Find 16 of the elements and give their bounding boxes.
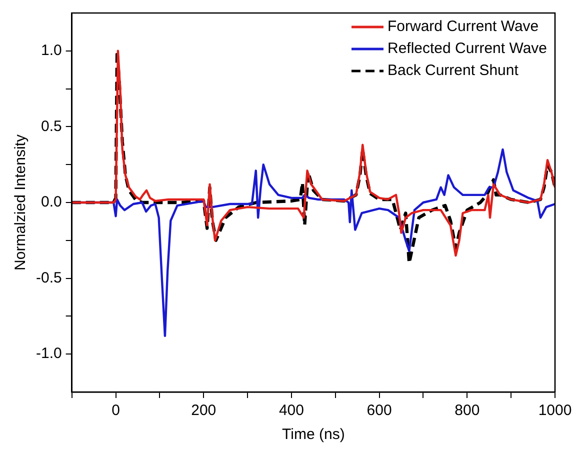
y-tick-label: 0.5 <box>40 118 62 135</box>
x-axis-title: Time (ns) <box>282 426 345 444</box>
legend-label: Reflected Current Wave <box>387 40 548 58</box>
y-axis-title: Normalzied Intensity <box>12 134 30 270</box>
x-tick-label: 800 <box>454 402 480 420</box>
y-tick-label: -1.0 <box>36 345 62 362</box>
x-tick-label: 600 <box>366 402 392 420</box>
x-tick-label: 1000 <box>538 402 572 420</box>
x-tick-label: 200 <box>191 402 216 420</box>
x-tick-label: 0 <box>112 402 120 420</box>
y-tick-label: 0.0 <box>40 194 62 211</box>
x-tick-label: 400 <box>278 402 304 420</box>
y-tick-label: 1.0 <box>40 42 62 60</box>
y-tick-label: -0.5 <box>36 269 62 286</box>
legend-label: Forward Current Wave <box>387 18 539 36</box>
legend-label: Back Current Shunt <box>387 62 520 80</box>
